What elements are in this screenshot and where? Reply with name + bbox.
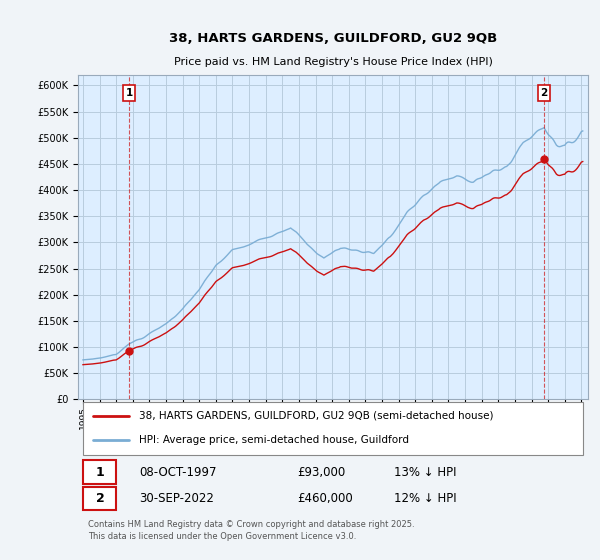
Text: £460,000: £460,000 xyxy=(297,492,353,505)
Text: Price paid vs. HM Land Registry's House Price Index (HPI): Price paid vs. HM Land Registry's House … xyxy=(173,57,493,67)
FancyBboxPatch shape xyxy=(83,487,116,510)
Text: Contains HM Land Registry data © Crown copyright and database right 2025.
This d: Contains HM Land Registry data © Crown c… xyxy=(88,520,415,540)
FancyBboxPatch shape xyxy=(83,460,116,483)
Text: 13% ↓ HPI: 13% ↓ HPI xyxy=(394,465,457,478)
Text: 1: 1 xyxy=(125,88,133,98)
Text: 2: 2 xyxy=(541,88,548,98)
Text: £93,000: £93,000 xyxy=(297,465,346,478)
Text: 38, HARTS GARDENS, GUILDFORD, GU2 9QB (semi-detached house): 38, HARTS GARDENS, GUILDFORD, GU2 9QB (s… xyxy=(139,410,494,421)
Text: 1: 1 xyxy=(95,465,104,478)
Text: 08-OCT-1997: 08-OCT-1997 xyxy=(139,465,217,478)
Text: 30-SEP-2022: 30-SEP-2022 xyxy=(139,492,214,505)
Text: 38, HARTS GARDENS, GUILDFORD, GU2 9QB: 38, HARTS GARDENS, GUILDFORD, GU2 9QB xyxy=(169,32,497,45)
Text: 2: 2 xyxy=(95,492,104,505)
FancyBboxPatch shape xyxy=(83,402,583,455)
Text: 12% ↓ HPI: 12% ↓ HPI xyxy=(394,492,457,505)
Text: HPI: Average price, semi-detached house, Guildford: HPI: Average price, semi-detached house,… xyxy=(139,435,409,445)
